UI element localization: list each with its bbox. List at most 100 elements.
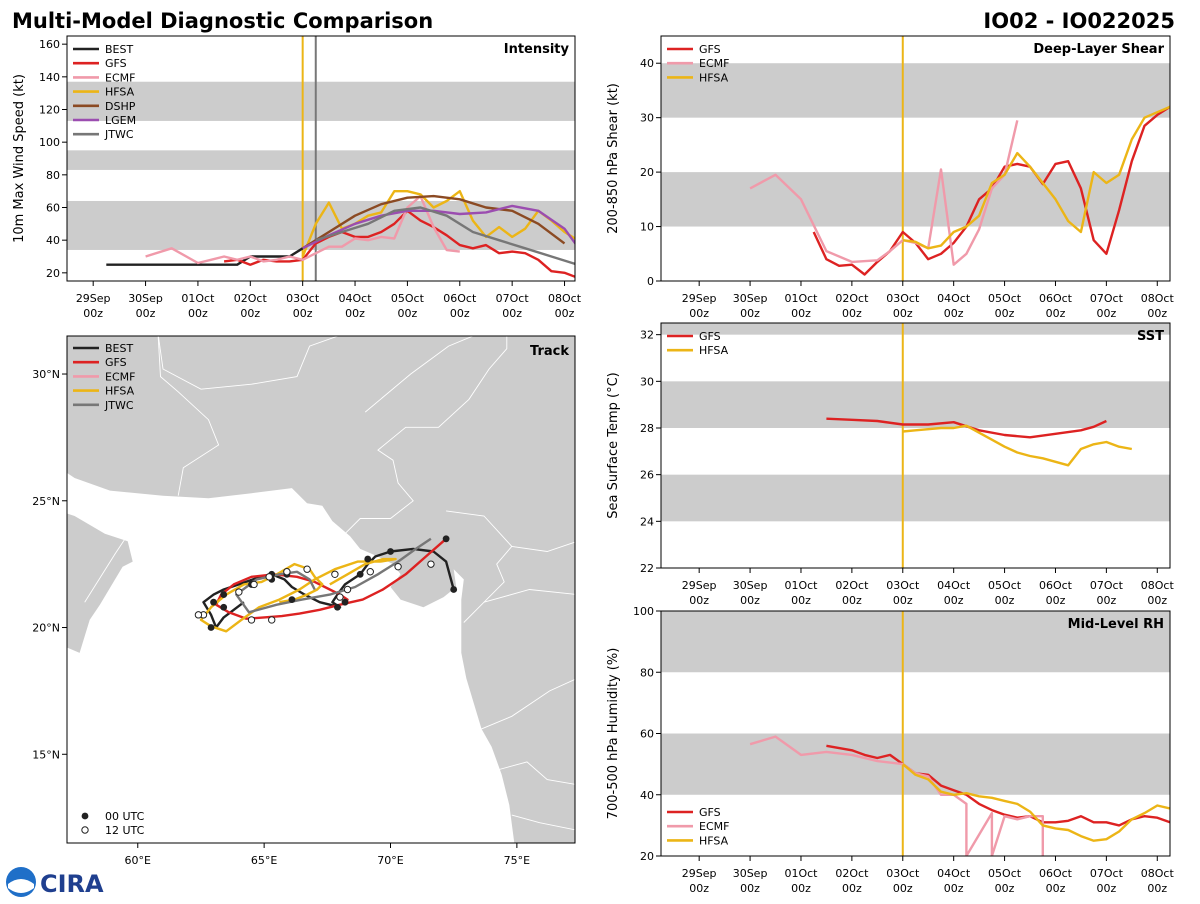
- shear-ytick-label: 20: [640, 166, 654, 179]
- intensity-ytick-label: 100: [39, 136, 60, 149]
- rh-xtick-hour: 00z: [944, 882, 964, 895]
- sst-y-axis-label: Sea Surface Temp (°C): [606, 372, 621, 519]
- intensity-xtick-hour: 00z: [240, 307, 260, 320]
- sst-xtick-date: 01Oct: [784, 579, 818, 592]
- rh-xtick-date: 01Oct: [784, 867, 818, 880]
- border-afghanistan: [157, 336, 340, 390]
- track-marker-12utc: [283, 568, 291, 576]
- shear-xtick-date: 02Oct: [835, 292, 869, 305]
- rh-panel: 20 40 60 80 100 29Sep 00z 30Sep 00z 01Oct 00z 02Oct…: [606, 605, 1174, 895]
- rh-ytick-label: 100: [633, 605, 654, 618]
- intensity-xtick-hour: 00z: [502, 307, 522, 320]
- sst-xtick-date: 08Oct: [1141, 579, 1175, 592]
- intensity-legend-label: BEST: [105, 43, 133, 56]
- intensity-legend-label: ECMF: [105, 71, 135, 84]
- shear-xtick-date: 07Oct: [1090, 292, 1124, 305]
- sst-xtick-date: 06Oct: [1039, 579, 1073, 592]
- sst-xtick-hour: 00z: [1147, 594, 1167, 607]
- intensity-band-1: [67, 150, 575, 170]
- intensity-frame: [66, 35, 576, 282]
- rh-legend-label: GFS: [699, 806, 721, 819]
- rh-band-1: [661, 611, 1170, 673]
- sst-ytick-label: 24: [640, 515, 654, 528]
- shear-xtick-date: 06Oct: [1039, 292, 1073, 305]
- track-marker-12utc: [250, 580, 258, 589]
- border-state-2: [483, 589, 575, 603]
- track-legend-00utc-marker: [81, 812, 89, 820]
- shear-xtick-hour: 00z: [1096, 307, 1116, 320]
- shear-panel-title: Deep-Layer Shear: [1033, 42, 1164, 57]
- sst-band-1: [661, 381, 1170, 428]
- sst-ytick-label: 22: [640, 562, 654, 575]
- sst-xtick-hour: 00z: [944, 594, 964, 607]
- track-ytick-label: 30°N: [32, 368, 60, 381]
- shear-legend-label: GFS: [699, 43, 721, 56]
- track-xtick-label: 70°E: [377, 854, 403, 867]
- rh-xtick-hour: 00z: [1147, 882, 1167, 895]
- rh-y-axis-label: 700-500 hPa Humidity (%): [606, 648, 621, 820]
- sst-xtick-hour: 00z: [1046, 594, 1066, 607]
- track-legend-12utc-marker: [81, 826, 89, 834]
- track-marker-12utc: [343, 585, 352, 594]
- intensity-xtick-hour: 00z: [83, 307, 103, 320]
- track-series-gfs: [214, 537, 447, 620]
- shear-xtick-hour: 00z: [893, 307, 913, 320]
- intensity-ytick-label: 80: [46, 169, 60, 182]
- shear-ytick-label: 40: [640, 57, 654, 70]
- intensity-legend-label: JTWC: [104, 128, 134, 141]
- track-legend-00utc-label: 00 UTC: [105, 810, 145, 823]
- track-marker-00utc: [341, 598, 349, 606]
- shear-xtick-date: 04Oct: [937, 292, 971, 305]
- rh-panel-title: Mid-Level RH: [1068, 617, 1164, 632]
- rh-xtick-date: 02Oct: [835, 867, 869, 880]
- shear-ytick-label: 10: [640, 221, 654, 234]
- intensity-xtick-date: 03Oct: [286, 292, 320, 305]
- track-marker-00utc: [288, 596, 296, 604]
- track-ytick-label: 15°N: [32, 748, 60, 761]
- shear-xtick-hour: 00z: [1046, 307, 1066, 320]
- intensity-xtick-date: 30Sep: [128, 292, 163, 305]
- track-marker-00utc: [356, 570, 364, 578]
- rh-xtick-date: 04Oct: [937, 867, 971, 880]
- track-marker-00utc: [220, 591, 228, 598]
- track-marker-12utc: [303, 565, 311, 573]
- track-ytick-label: 20°N: [32, 622, 60, 635]
- shear-panel: 0 10 20 30 40 29Sep 00z 30Sep 00z 01Oct 00z 02Oct 00…: [606, 35, 1175, 320]
- rh-band-0: [661, 733, 1170, 795]
- intensity-xtick-date: 05Oct: [391, 292, 425, 305]
- sst-ytick-label: 26: [640, 469, 654, 482]
- track-legend-12utc-label: 12 UTC: [105, 824, 145, 837]
- track-marker-12utc: [235, 588, 243, 596]
- intensity-xtick-hour: 00z: [136, 307, 156, 320]
- track-marker-12utc: [394, 562, 402, 571]
- shear-xtick-date: 29Sep: [682, 292, 717, 305]
- rh-xtick-date: 03Oct: [886, 867, 920, 880]
- page-title: Multi-Model Diagnostic Comparison: [12, 9, 433, 33]
- track-marker-12utc: [331, 570, 339, 578]
- sst-ytick-label: 32: [640, 329, 654, 342]
- rh-xtick-hour: 00z: [689, 882, 709, 895]
- track-series-hfsa: [199, 557, 397, 633]
- intensity-ytick-label: 120: [39, 104, 60, 117]
- rh-ytick-label: 60: [640, 728, 654, 741]
- track-xtick-label: 65°E: [251, 854, 277, 867]
- track-legend-label: GFS: [105, 356, 127, 369]
- border-iran-pakistan: [157, 336, 220, 496]
- intensity-ytick-label: 60: [46, 202, 60, 215]
- sst-band-0: [661, 474, 1170, 522]
- rh-xtick-hour: 00z: [1096, 882, 1116, 895]
- shear-frame: [660, 35, 1171, 282]
- intensity-xtick-hour: 00z: [555, 307, 575, 320]
- intensity-xtick-date: 08Oct: [548, 292, 582, 305]
- intensity-series-ecmf: [145, 194, 460, 265]
- cira-logo-text: CIRA: [40, 870, 104, 898]
- track-xtick-label: 60°E: [125, 854, 151, 867]
- shear-xtick-hour: 00z: [791, 307, 811, 320]
- sst-xtick-hour: 00z: [791, 594, 811, 607]
- shear-xtick-date: 08Oct: [1141, 292, 1175, 305]
- track-panel: 60°E 65°E 70°E 75°E 15°N 20°N 25°N 30°N Track BES…: [32, 335, 576, 867]
- intensity-legend-label: DSHP: [105, 100, 136, 113]
- shear-xtick-hour: 00z: [944, 307, 964, 320]
- shear-y-axis-label: 200-850 hPa Shear (kt): [606, 83, 621, 234]
- track-marker-12utc: [194, 611, 203, 619]
